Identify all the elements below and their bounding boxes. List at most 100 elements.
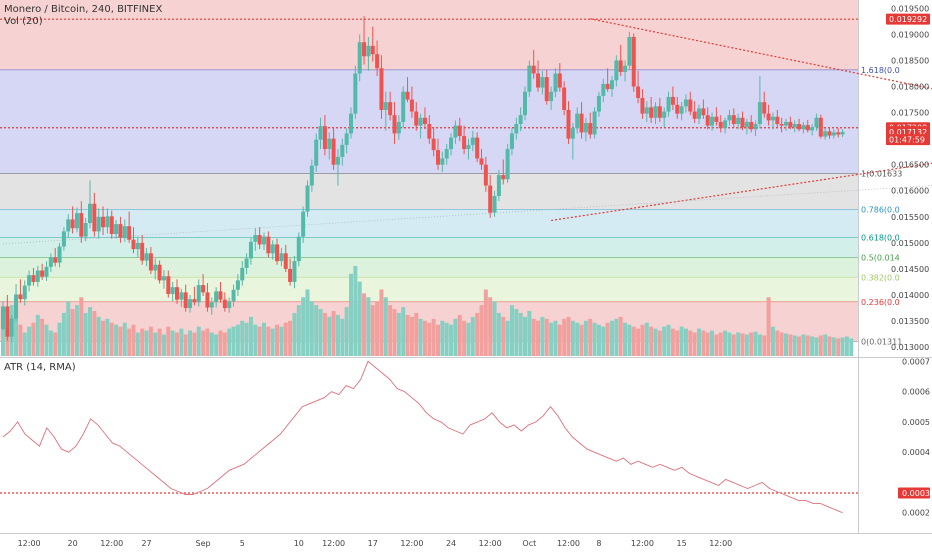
volume-bar bbox=[153, 332, 158, 356]
candle-body bbox=[488, 185, 493, 213]
volume-bar bbox=[614, 318, 619, 356]
time-tick-label[interactable]: Sep bbox=[196, 539, 211, 548]
volume-bar bbox=[501, 316, 506, 356]
price-tick-label[interactable]: 0.017500 bbox=[891, 109, 929, 118]
time-tick-label[interactable]: 12:00 bbox=[557, 539, 580, 548]
candle-body bbox=[496, 175, 501, 196]
time-tick-label[interactable]: 12:00 bbox=[100, 539, 123, 548]
candle-body bbox=[322, 126, 327, 150]
volume-bar bbox=[483, 289, 488, 356]
time-tick-label[interactable]: Oct bbox=[522, 539, 536, 548]
volume-bar bbox=[683, 328, 688, 356]
volume-bar bbox=[375, 301, 380, 356]
price-tick-label[interactable]: 0.013000 bbox=[891, 343, 929, 352]
time-tick-label[interactable]: 12:00 bbox=[631, 539, 654, 548]
volume-indicator-label[interactable]: Vol (20) bbox=[4, 16, 43, 27]
time-tick-label[interactable]: 12:00 bbox=[18, 539, 41, 548]
price-marker-label[interactable]: 0.019292 bbox=[889, 15, 927, 24]
volume-bar bbox=[623, 322, 628, 356]
volume-bar bbox=[349, 273, 353, 356]
time-tick-label[interactable]: 20 bbox=[68, 539, 78, 548]
volume-bar bbox=[96, 316, 101, 356]
candle-body bbox=[596, 95, 601, 112]
candle-body bbox=[797, 124, 802, 130]
price-marker-tag[interactable] bbox=[886, 134, 930, 146]
volume-bar bbox=[135, 332, 140, 356]
volume-bar bbox=[444, 322, 449, 356]
price-tick-label[interactable]: 0.018500 bbox=[891, 56, 929, 65]
atr-tick-label[interactable]: 0.0006 bbox=[902, 388, 930, 397]
price-tick-label[interactable]: 0.018000 bbox=[891, 83, 929, 92]
volume-bar bbox=[122, 322, 127, 356]
price-tick-label[interactable]: 0.019500 bbox=[891, 4, 929, 13]
candle-body bbox=[340, 144, 345, 157]
volume-bar bbox=[797, 336, 802, 356]
candle-body bbox=[740, 117, 745, 128]
price-marker-label[interactable]: 01:47:59 bbox=[889, 136, 925, 145]
volume-bar bbox=[549, 322, 554, 356]
candle-body bbox=[1, 306, 5, 329]
volume-bar bbox=[318, 309, 323, 356]
price-tick-label[interactable]: 0.015500 bbox=[891, 213, 929, 222]
volume-bar bbox=[427, 322, 432, 356]
price-tick-label[interactable]: 0.016000 bbox=[891, 187, 929, 196]
time-tick-label[interactable]: 5 bbox=[240, 539, 245, 548]
candle-body bbox=[784, 121, 788, 126]
atr-tick-label[interactable]: 0.0004 bbox=[902, 448, 930, 457]
atr-tick-label[interactable]: 0.0002 bbox=[902, 509, 930, 518]
time-tick-label[interactable]: 12:00 bbox=[709, 539, 732, 548]
atr-tick-label[interactable]: 0.0005 bbox=[902, 418, 930, 427]
time-tick-label[interactable]: 12:00 bbox=[400, 539, 423, 548]
candle-body bbox=[383, 102, 388, 110]
atr-marker-tag[interactable] bbox=[898, 487, 930, 499]
candle-body bbox=[570, 128, 575, 139]
atr-tick-label[interactable]: 0.0007 bbox=[902, 357, 930, 366]
atr-marker-label[interactable]: 0.0003 bbox=[902, 489, 930, 498]
candle-body bbox=[144, 253, 149, 261]
fib-level-label: 0.786(0.0 bbox=[861, 206, 900, 215]
volume-bar bbox=[79, 297, 84, 356]
time-tick-label[interactable]: 15 bbox=[677, 539, 687, 548]
volume-bar bbox=[357, 281, 362, 356]
chart-title[interactable]: Monero / Bitcoin, 240, BITFINEX bbox=[4, 4, 163, 15]
volume-bar bbox=[18, 324, 23, 356]
volume-bar bbox=[431, 318, 436, 356]
volume-bar bbox=[849, 338, 854, 356]
time-axis-layer[interactable]: 12:00 20 12:00 27 Sep 5 10 12:00 17 12:00 24 12:00 O… bbox=[18, 539, 733, 548]
price-marker-label[interactable]: 0.017132 bbox=[889, 128, 927, 137]
time-tick-label[interactable]: 12:00 bbox=[322, 539, 345, 548]
volume-bar bbox=[218, 330, 223, 356]
candle-body bbox=[631, 37, 636, 87]
candle-body bbox=[727, 115, 732, 121]
price-marker-tag[interactable] bbox=[886, 13, 930, 25]
price-tick-label[interactable]: 0.015000 bbox=[891, 239, 929, 248]
price-tick-label[interactable]: 0.019000 bbox=[891, 30, 929, 39]
fib-band bbox=[0, 257, 858, 278]
time-tick-label[interactable]: 27 bbox=[141, 539, 151, 548]
volume-bar bbox=[436, 324, 440, 356]
volume-bar bbox=[131, 324, 136, 356]
volume-bar bbox=[731, 334, 736, 356]
price-tick-label[interactable]: 0.014500 bbox=[891, 265, 929, 274]
time-tick-label[interactable]: 24 bbox=[446, 539, 456, 548]
volume-bar bbox=[831, 337, 836, 356]
volume-bar bbox=[492, 301, 497, 356]
time-tick-label[interactable]: 10 bbox=[294, 539, 304, 548]
time-tick-label[interactable]: 8 bbox=[596, 539, 601, 548]
candle-body bbox=[610, 80, 614, 90]
time-tick-label[interactable]: 12:00 bbox=[479, 539, 502, 548]
time-tick-label[interactable]: 17 bbox=[368, 539, 378, 548]
price-axis-layer[interactable]: 0.019500 0.019000 0.018500 0.018000 0.017500… bbox=[886, 4, 930, 352]
candle-body bbox=[636, 86, 641, 98]
price-tick-label[interactable]: 0.016500 bbox=[891, 161, 929, 170]
atr-indicator-label[interactable]: ATR (14, RMA) bbox=[4, 362, 76, 373]
price-tick-label[interactable]: 0.013500 bbox=[891, 317, 929, 326]
candle-body bbox=[549, 91, 554, 102]
candle-body bbox=[79, 213, 84, 237]
candle-body bbox=[327, 138, 332, 150]
volume-bar bbox=[179, 328, 184, 356]
candle-body bbox=[388, 102, 393, 116]
volume-bar bbox=[322, 312, 327, 356]
volume-bar bbox=[631, 326, 636, 356]
price-tick-label[interactable]: 0.014000 bbox=[891, 291, 929, 300]
